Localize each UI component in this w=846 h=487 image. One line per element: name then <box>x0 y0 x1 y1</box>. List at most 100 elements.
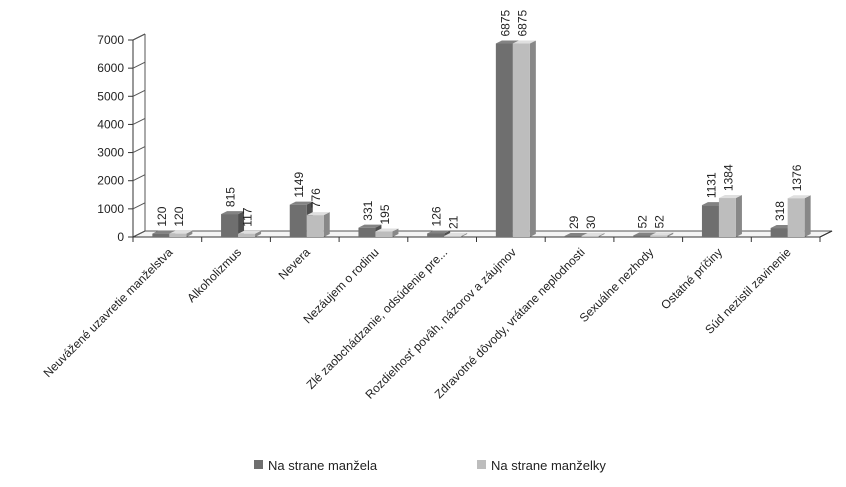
bar-top-wife <box>238 230 262 234</box>
data-label: 29 <box>567 215 581 229</box>
legend-label: Na strane manžela <box>268 458 378 473</box>
bar-husband <box>427 233 445 237</box>
y-tick-depth <box>132 33 146 41</box>
x-tick-label: Zlé zaobchádzanie, odsúdenie pre... <box>304 245 451 392</box>
bar-husband <box>770 228 788 237</box>
y-tick-depth <box>132 89 146 97</box>
bar-top-husband <box>564 233 588 236</box>
bar-top-wife <box>512 40 536 44</box>
bar-wife <box>718 198 736 237</box>
bar-top-wife <box>650 232 674 236</box>
y-tick-depth <box>132 230 146 238</box>
bar-wife <box>581 236 599 237</box>
data-label: 120 <box>155 206 169 226</box>
bar-husband <box>495 43 513 238</box>
bar-top-wife <box>444 233 468 236</box>
y-tick-label: 5000 <box>97 89 124 103</box>
data-label: 52 <box>653 215 667 229</box>
y-tick-depth <box>132 146 146 154</box>
bar-top-wife <box>787 195 811 199</box>
bar-top-wife <box>306 212 330 216</box>
bar-wife <box>787 198 805 237</box>
data-label: 1131 <box>704 172 718 198</box>
bar-wife <box>375 231 393 237</box>
data-label: 195 <box>378 204 392 224</box>
x-tick-label: Neuvážené uzavretie manželstva <box>41 245 176 380</box>
bar-husband <box>633 235 651 237</box>
y-tick-label: 4000 <box>97 117 124 131</box>
data-label: 1384 <box>721 164 735 191</box>
bar-side-wife <box>735 195 742 237</box>
x-tick-label: Nezáujem o rodinu <box>300 245 381 326</box>
data-label: 30 <box>584 215 598 229</box>
bar-top-wife <box>718 195 742 199</box>
bar-side-wife <box>598 233 605 237</box>
data-label: 1149 <box>292 172 306 198</box>
x-tick-label: Ostatné príčiny <box>658 245 725 312</box>
legend-swatch <box>254 460 263 469</box>
bar-side-wife <box>186 230 193 237</box>
data-label: 1376 <box>790 164 804 191</box>
data-label: 6875 <box>515 9 529 36</box>
bar-top-husband <box>633 232 657 236</box>
bar-top-husband <box>427 230 451 234</box>
bar-side-wife <box>461 233 468 237</box>
y-tick-depth <box>132 202 146 210</box>
bar-top-wife <box>375 228 399 232</box>
bar-top-husband <box>152 230 176 234</box>
x-tick-label: Zdravotné dôvody, vrátane neplodnosti <box>432 245 588 401</box>
bar-wife <box>444 236 462 237</box>
bar-husband <box>221 214 239 237</box>
bar-side-husband <box>238 211 245 237</box>
legend-label: Na strane manželky <box>491 458 606 473</box>
bar-wife <box>169 233 187 237</box>
data-label: 331 <box>361 200 375 220</box>
bar-husband <box>701 205 719 237</box>
x-tick-label: Alkoholizmus <box>184 245 244 305</box>
bar-top-husband <box>289 201 313 205</box>
y-tick-label: 0 <box>117 230 124 244</box>
data-label: 776 <box>309 188 323 208</box>
legend-swatch <box>477 460 486 469</box>
x-axis-end-depth <box>819 230 833 238</box>
bar-wife <box>238 233 256 237</box>
bar-top-husband <box>495 40 519 44</box>
bar-husband <box>152 233 170 237</box>
y-tick-label: 7000 <box>97 33 124 47</box>
bar-wife <box>512 43 530 238</box>
y-tick-label: 6000 <box>97 61 124 75</box>
bar-side-wife <box>255 230 262 237</box>
y-tick-depth <box>132 61 146 69</box>
data-label: 126 <box>430 206 444 226</box>
bar-top-husband <box>221 211 245 215</box>
y-tick-label: 2000 <box>97 174 124 188</box>
bar-top-wife <box>169 230 193 234</box>
data-label: 318 <box>773 201 787 221</box>
bar-wife <box>306 215 324 237</box>
x-tick-label: Rozdielnosť povâh, názorov a záujmov <box>363 245 519 401</box>
data-label: 120 <box>172 206 186 226</box>
bar-husband <box>289 204 307 237</box>
data-label: 6875 <box>498 9 512 36</box>
x-tick-label: Nevera <box>276 245 313 282</box>
y-tick-label: 3000 <box>97 146 124 160</box>
x-tick-label: Sexuálne nezhody <box>577 245 657 325</box>
y-tick-depth <box>132 117 146 125</box>
bar-side-wife <box>323 212 330 237</box>
bar-top-husband <box>358 224 382 228</box>
bar-side-wife <box>667 232 674 237</box>
bar-husband <box>358 227 376 237</box>
y-tick-depth <box>132 174 146 182</box>
data-label: 52 <box>636 215 650 229</box>
bar-wife <box>650 235 668 237</box>
bar-top-wife <box>581 233 605 236</box>
bar-side-wife <box>392 228 399 237</box>
bar-side-wife <box>804 195 811 237</box>
y-tick-label: 1000 <box>97 202 124 216</box>
bar-side-wife <box>529 40 536 238</box>
data-label: 815 <box>224 187 238 207</box>
data-label: 117 <box>241 207 255 226</box>
bar-husband <box>564 236 582 237</box>
